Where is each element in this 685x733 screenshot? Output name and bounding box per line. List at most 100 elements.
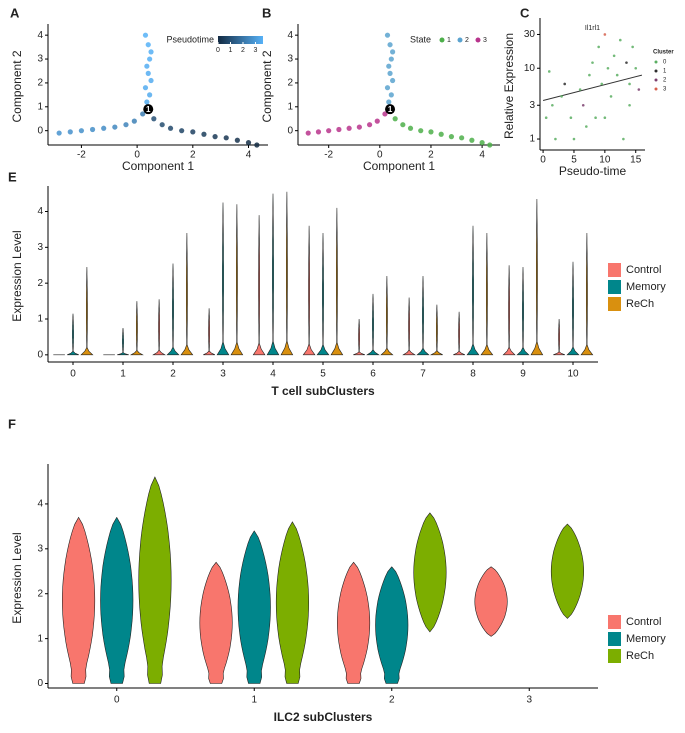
x-tick-label: 9: [520, 369, 526, 380]
point: [147, 92, 153, 98]
point: [631, 45, 634, 49]
point: [563, 82, 567, 86]
legend-swatch: [608, 297, 621, 311]
legend-label: 1: [447, 37, 451, 44]
violin: [100, 517, 134, 684]
y-tick-label: 3: [37, 54, 43, 65]
point: [618, 38, 622, 42]
violin: [138, 476, 172, 684]
point: [387, 42, 393, 48]
point: [223, 135, 229, 141]
point: [388, 92, 394, 98]
violin: [130, 301, 144, 356]
y-tick-label: 3: [287, 54, 293, 65]
x-axis-label: ILC2 subClusters: [274, 710, 373, 724]
point: [628, 82, 631, 86]
y-tick-label: 0: [37, 678, 43, 689]
point: [386, 99, 392, 105]
point: [487, 142, 493, 148]
legend-swatch: [608, 615, 621, 629]
point: [390, 49, 396, 55]
y-tick-label: 1: [287, 101, 293, 112]
violin: [230, 204, 244, 356]
legend-swatch: [475, 37, 481, 43]
x-tick-label: 3: [220, 369, 226, 380]
legend-title: Pseudotime: [166, 34, 214, 44]
point: [315, 129, 322, 135]
point: [392, 116, 398, 122]
x-axis-label: Pseudo-time: [559, 164, 627, 178]
y-tick-label: 3: [37, 242, 43, 253]
y-tick-label: 4: [37, 206, 43, 217]
legend-swatch: [654, 78, 658, 82]
x-tick-label: 2: [170, 369, 176, 380]
y-axis-label: Component 2: [10, 50, 24, 122]
legend-swatch: [608, 632, 621, 646]
point: [591, 61, 594, 64]
violin: [553, 318, 566, 356]
violin: [366, 293, 380, 356]
violin: [280, 191, 294, 356]
y-tick-label: 2: [37, 278, 43, 289]
point: [612, 54, 616, 58]
point: [346, 125, 352, 131]
point: [585, 125, 588, 128]
y-tick-label: 30: [524, 29, 536, 40]
point: [448, 134, 455, 140]
x-tick-label: 2: [428, 150, 434, 161]
violin: [402, 297, 416, 356]
point: [418, 128, 424, 134]
violin: [67, 313, 79, 356]
point: [56, 130, 62, 136]
violin: [353, 318, 366, 356]
x-tick-label: 6: [370, 369, 376, 380]
point: [581, 103, 585, 107]
point: [245, 140, 252, 146]
point: [625, 61, 628, 64]
point: [374, 118, 380, 124]
colorbar-tick-label: 3: [254, 47, 258, 54]
point: [201, 131, 207, 137]
y-tick-label: 2: [287, 78, 293, 89]
x-tick-label: 3: [526, 695, 532, 706]
x-tick-label: 0: [114, 695, 120, 706]
violin: [237, 530, 271, 684]
y-axis-label: Relative Expression: [502, 33, 516, 139]
legend-swatch: [654, 87, 658, 91]
point: [67, 129, 73, 135]
panel-label: F: [8, 416, 16, 431]
y-tick-label: 2: [37, 78, 43, 89]
point: [597, 45, 600, 49]
x-tick-label: 5: [571, 155, 577, 166]
point: [144, 63, 150, 69]
branch-node: [385, 104, 396, 115]
point: [123, 122, 129, 128]
legend-label: 2: [465, 37, 469, 44]
violin: [199, 561, 233, 684]
violin: [380, 275, 394, 356]
legend-label: 3: [483, 37, 487, 44]
point: [634, 66, 638, 70]
y-tick-label: 1: [529, 134, 535, 145]
violin: [180, 232, 194, 356]
point: [544, 116, 548, 120]
point: [637, 88, 641, 91]
x-tick-label: 8: [470, 369, 476, 380]
legend-title: State: [410, 34, 431, 44]
point: [387, 70, 393, 76]
x-tick-label: 2: [190, 150, 196, 161]
point: [336, 126, 342, 133]
x-tick-label: 4: [479, 150, 485, 161]
violin: [413, 512, 447, 633]
x-axis-label: Component 1: [122, 159, 194, 173]
point: [600, 82, 604, 86]
violin: [252, 215, 266, 356]
point: [190, 129, 196, 135]
x-tick-label: 0: [134, 150, 140, 161]
violin: [80, 266, 94, 356]
point: [131, 118, 137, 124]
colorbar: [218, 36, 263, 44]
violin: [216, 202, 230, 356]
point: [151, 116, 157, 122]
